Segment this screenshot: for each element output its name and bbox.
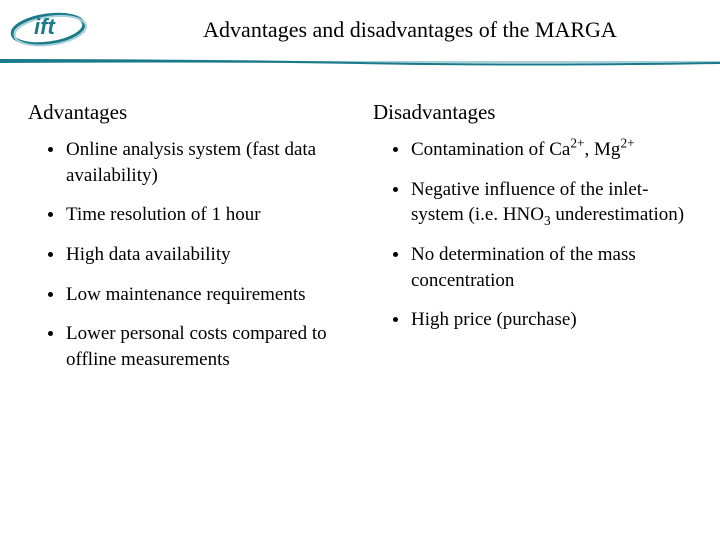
item-text: Negative influence of the inlet-system (…	[411, 179, 684, 226]
item-text: Lower personal costs compared to offline…	[66, 323, 327, 370]
advantages-heading: Advantages	[20, 100, 355, 125]
disadvantages-column: Disadvantages Contamination of Ca2+, Mg2…	[365, 100, 700, 386]
item-text: High data availability	[66, 244, 231, 265]
header-underline	[0, 54, 720, 62]
list-item: Low maintenance requirements	[48, 282, 355, 308]
list-item: Time resolution of 1 hour	[48, 202, 355, 228]
slide-header: ift Advantages and disadvantages of the …	[0, 0, 720, 60]
list-item: Online analysis system (fast data availa…	[48, 137, 355, 188]
list-item: High data availability	[48, 242, 355, 268]
bullet-icon	[48, 147, 53, 152]
advantages-column: Advantages Online analysis system (fast …	[20, 100, 355, 386]
svg-text:ift: ift	[34, 14, 56, 39]
item-text: Time resolution of 1 hour	[66, 204, 261, 225]
list-item: No determination of the mass concentrati…	[393, 242, 700, 293]
list-item: Lower personal costs compared to offline…	[48, 321, 355, 372]
bullet-icon	[48, 292, 53, 297]
item-text: No determination of the mass concentrati…	[411, 244, 636, 291]
disadvantages-heading: Disadvantages	[365, 100, 700, 125]
list-item: Contamination of Ca2+, Mg2+	[393, 137, 700, 163]
bullet-icon	[48, 252, 53, 257]
bullet-icon	[48, 331, 53, 336]
bullet-icon	[393, 187, 398, 192]
slide-title: Advantages and disadvantages of the MARG…	[0, 17, 720, 43]
bullet-icon	[48, 212, 53, 217]
bullet-icon	[393, 317, 398, 322]
advantages-list: Online analysis system (fast data availa…	[20, 137, 355, 372]
list-item: High price (purchase)	[393, 307, 700, 333]
content-area: Advantages Online analysis system (fast …	[0, 60, 720, 406]
list-item: Negative influence of the inlet-system (…	[393, 177, 700, 228]
bullet-icon	[393, 252, 398, 257]
bullet-icon	[393, 147, 398, 152]
item-text: Online analysis system (fast data availa…	[66, 139, 316, 186]
ift-logo: ift	[10, 4, 100, 59]
item-text: Contamination of Ca2+, Mg2+	[411, 139, 635, 160]
disadvantages-list: Contamination of Ca2+, Mg2+ Negative inf…	[365, 137, 700, 333]
item-text: Low maintenance requirements	[66, 284, 306, 305]
item-text: High price (purchase)	[411, 309, 577, 330]
